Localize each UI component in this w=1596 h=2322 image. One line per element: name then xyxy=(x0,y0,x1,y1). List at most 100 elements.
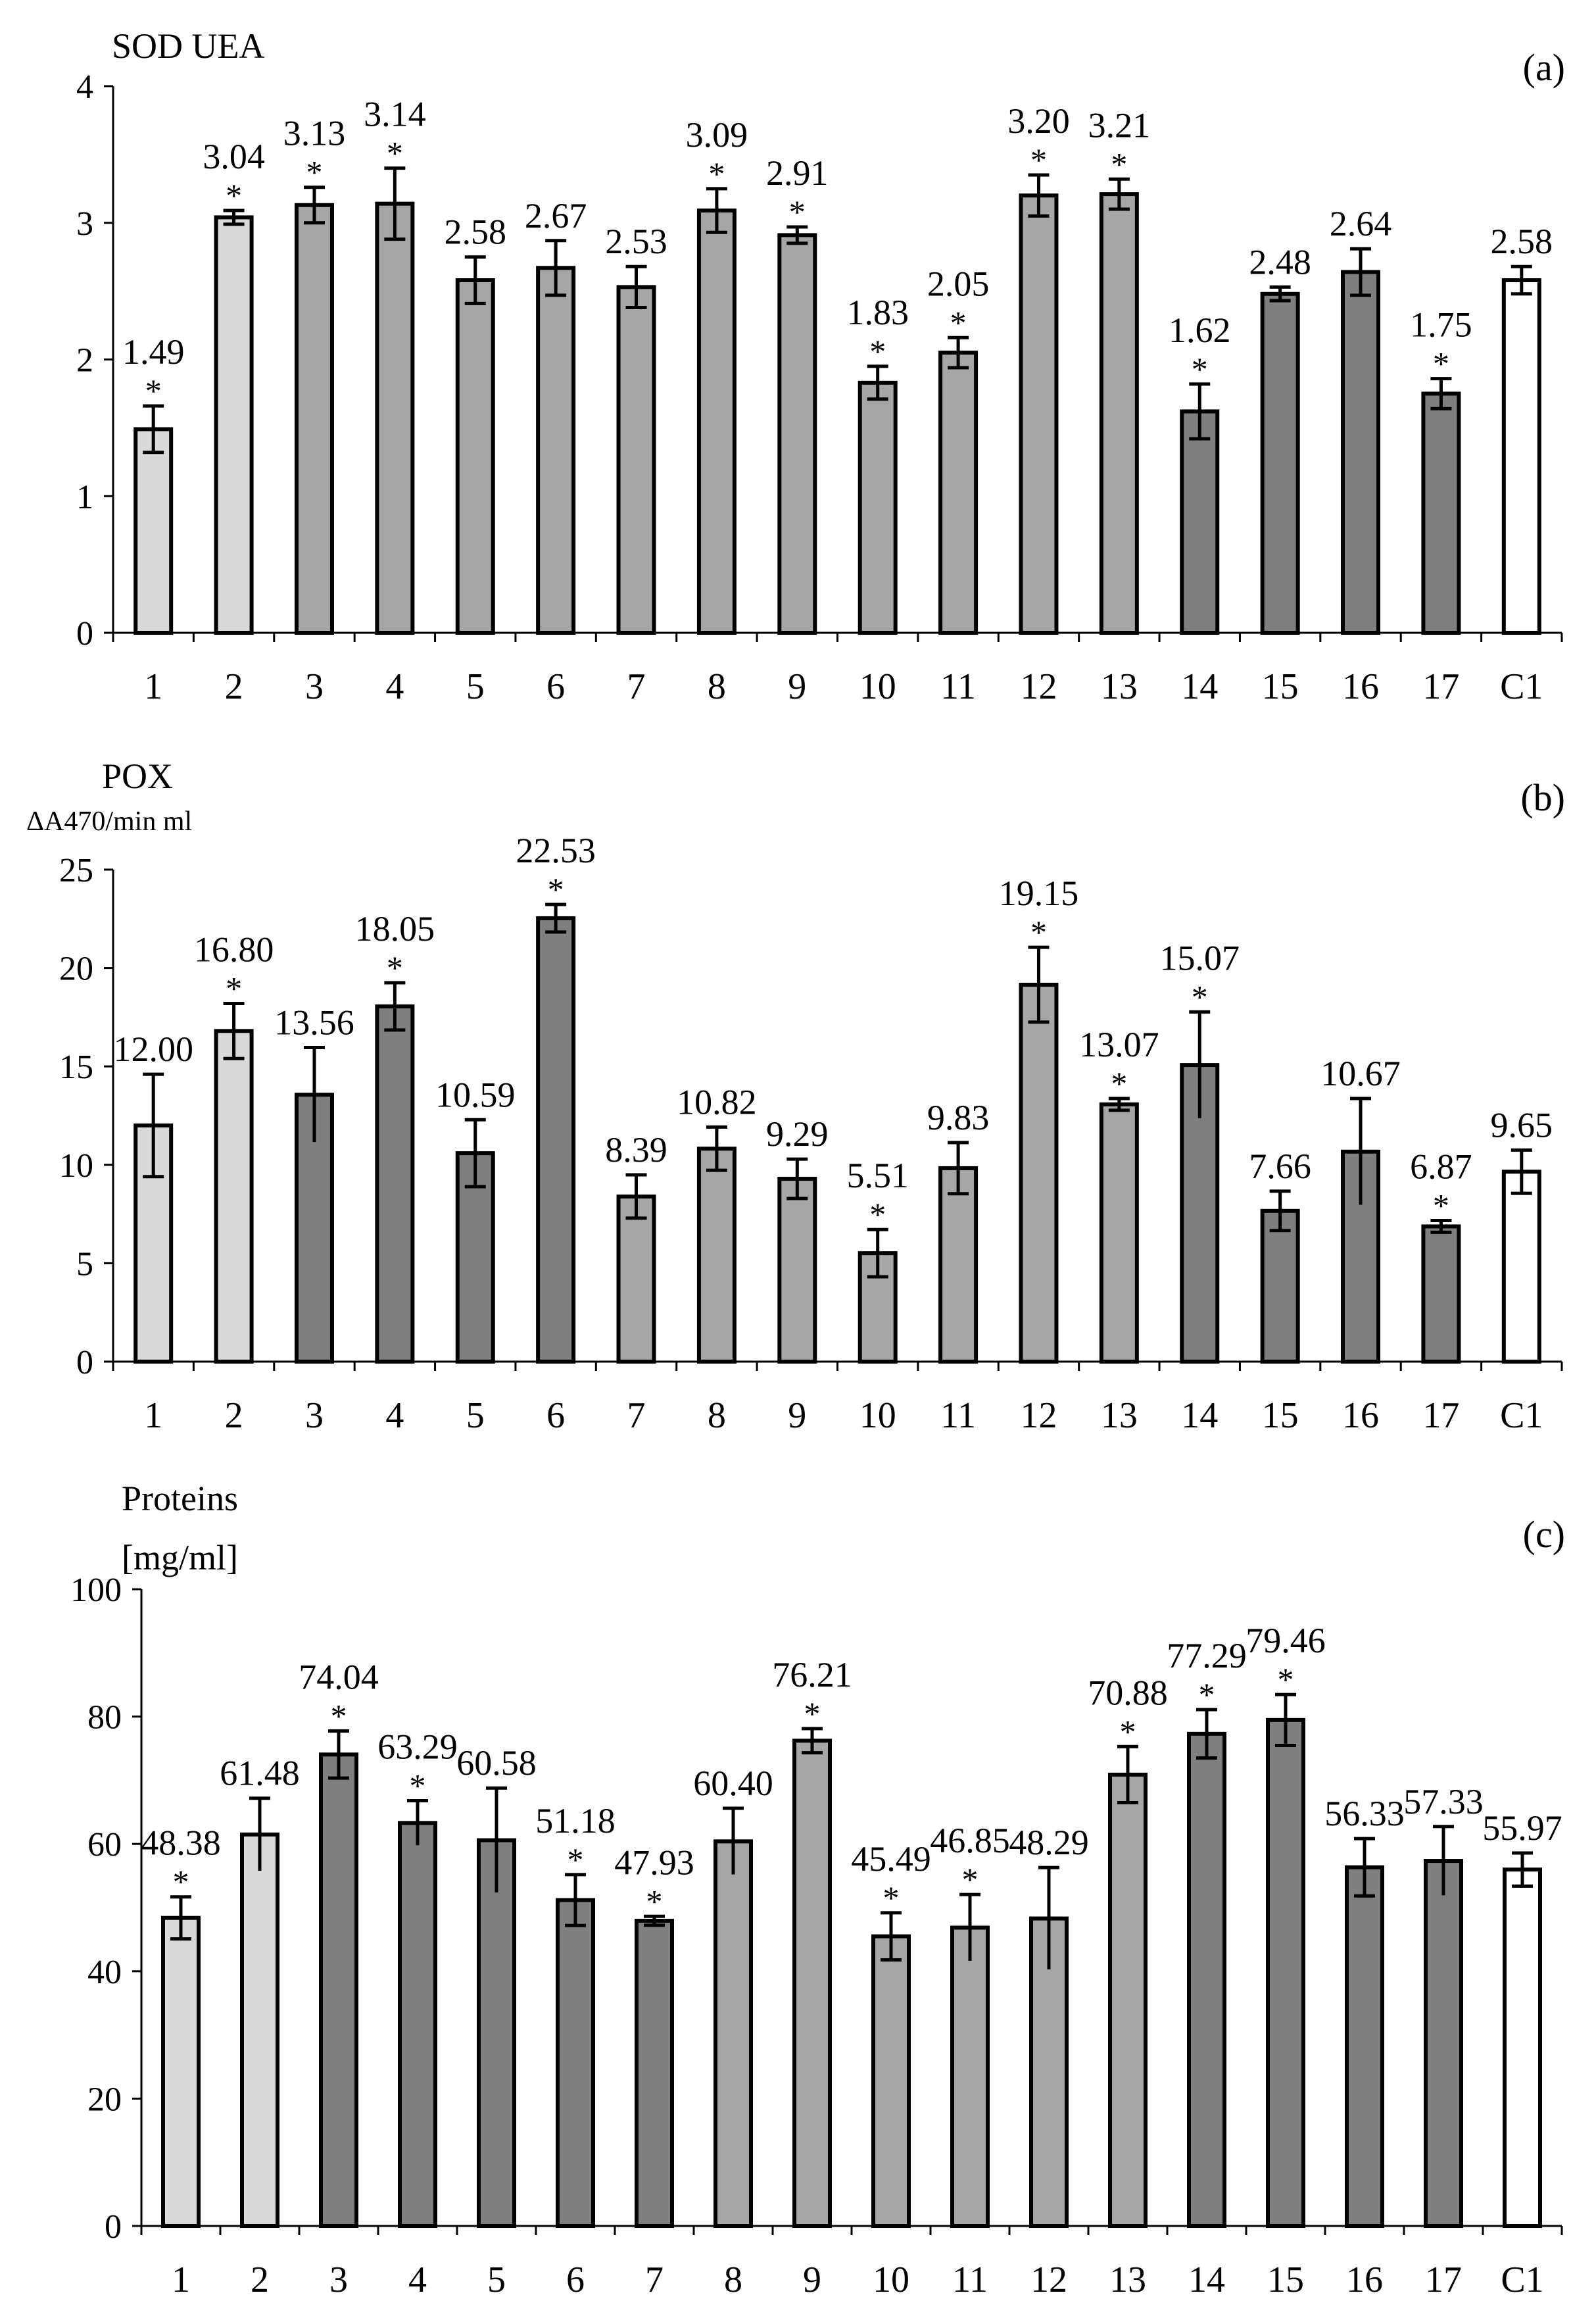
panel-a-bar-C1 xyxy=(1501,278,1541,635)
panel-c-significance-star-10: * xyxy=(883,1879,900,1916)
panel-c-category-label-3: 3 xyxy=(329,2260,348,2300)
panel-a-data-label-9: 2.91 xyxy=(766,153,829,193)
panel-a-category-label-10: 10 xyxy=(859,666,896,707)
panel-c-significance-star-14: * xyxy=(1199,1676,1215,1713)
panel-c-bar-2 xyxy=(240,1832,279,2228)
panel-c-data-label-2: 61.48 xyxy=(220,1754,300,1793)
panel-a-category-label-6: 6 xyxy=(546,666,565,707)
panel-a-category-label-9: 9 xyxy=(788,666,806,707)
panel-c-data-label-3: 74.04 xyxy=(299,1657,379,1696)
panel-b-data-label-1: 12.00 xyxy=(113,1029,193,1069)
panel-b-category-label-4: 4 xyxy=(385,1395,404,1436)
panel-c-unit: [mg/ml] xyxy=(122,1538,238,1577)
panel-a-bar-8 xyxy=(696,209,737,635)
panel-b-bar-9 xyxy=(777,1177,817,1364)
panel-b-data-label-2: 16.80 xyxy=(194,929,274,969)
panel-c-y-tick-label: 80 xyxy=(87,1699,122,1737)
panel-b-significance-star-13: * xyxy=(1111,1065,1127,1102)
panel-b-category-label-8: 8 xyxy=(708,1395,726,1436)
panel-a-category-label-5: 5 xyxy=(466,666,485,707)
panel-a-category-label-2: 2 xyxy=(225,666,243,707)
panel-b-data-label-3: 13.56 xyxy=(274,1002,354,1042)
panel-b-bar-15 xyxy=(1260,1208,1300,1364)
panel-c-bar-15 xyxy=(1266,1717,1305,2228)
panel-a-category-label-14: 14 xyxy=(1181,666,1218,707)
panel-a-bar-12 xyxy=(1019,193,1059,635)
panel-a-data-label-2: 3.04 xyxy=(203,137,265,176)
panel-c-bar-3 xyxy=(319,1752,358,2228)
panel-b-significance-star-17: * xyxy=(1433,1187,1449,1223)
panel-a-category-labels: 1 2 3 4 5 6 7 8 9 10 11 12 13 14 15 16 17 C1 xyxy=(144,666,1543,707)
panel-a-data-label-17: 1.75 xyxy=(1410,305,1472,345)
panel-c-bars: *48.3861.48*74.04*63.2960.58*51.18*47.93… xyxy=(141,1621,1562,2229)
panel-a-letter: (a) xyxy=(1523,46,1565,89)
panel-b-data-label-15: 7.66 xyxy=(1249,1147,1311,1186)
panel-c-significance-star-1: * xyxy=(173,1864,189,1900)
panel-c-category-label-5: 5 xyxy=(487,2260,506,2300)
panel-a-bar-9 xyxy=(777,233,817,635)
panel-c-axes xyxy=(132,1588,1563,2235)
panel-a-y-tick-label: 1 xyxy=(76,478,93,516)
panel-c-letter: (c) xyxy=(1523,1513,1565,1556)
panel-a-significance-star-17: * xyxy=(1433,345,1449,382)
panel-a-significance-star-1: * xyxy=(145,372,162,409)
panel-a-category-label-13: 13 xyxy=(1101,666,1138,707)
panel-c-data-label-15: 79.46 xyxy=(1245,1621,1326,1660)
panel-b-y-tick-label: 0 xyxy=(76,1344,93,1381)
panel-c-data-label-10: 45.49 xyxy=(851,1839,931,1879)
panel-a-bar-11 xyxy=(938,351,979,635)
panel-a-significance-star-10: * xyxy=(869,333,886,370)
panel-c-significance-star-15: * xyxy=(1278,1661,1294,1698)
panel-a-y-tick-label: 3 xyxy=(76,205,93,243)
panel-c-y-tick-label: 40 xyxy=(87,1954,122,1991)
panel-a-bar-14 xyxy=(1180,409,1220,635)
panel-a-bars: *1.49*3.04 *3.13 *3.142.58 2.672.53*3.09*2.… xyxy=(122,95,1553,635)
panel-c-bar-13 xyxy=(1108,1772,1148,2228)
panel-b-data-label-8: 10.82 xyxy=(677,1082,757,1122)
panel-b-significance-star-6: * xyxy=(548,871,564,908)
panel-a-significance-star-14: * xyxy=(1192,351,1208,387)
panel-c-category-label-13: 13 xyxy=(1109,2260,1146,2300)
panel-a-y-tick-labels: 0 1 2 3 4 xyxy=(76,68,93,653)
panel-c-category-label-C1: C1 xyxy=(1501,2260,1543,2300)
panel-c-significance-star-13: * xyxy=(1120,1713,1136,1750)
panel-b-data-label-16: 10.67 xyxy=(1320,1054,1401,1093)
panel-c-category-labels: 1 2 3 4 5 6 7 8 9 10 11 12 13 14 15 16 17 C1 xyxy=(172,2260,1544,2300)
panel-c-data-label-12: 48.29 xyxy=(1009,1823,1089,1862)
panel-b-category-label-16: 16 xyxy=(1342,1395,1379,1436)
panel-a-title: SOD UEA xyxy=(112,26,265,66)
panel-a-data-label-13: 3.21 xyxy=(1088,105,1151,145)
panel-a-bar-1 xyxy=(133,427,174,635)
panel-a-significance-star-9: * xyxy=(789,193,806,230)
panel-b-category-label-6: 6 xyxy=(546,1395,565,1436)
panel-b-data-label-C1: 9.65 xyxy=(1491,1105,1553,1145)
panel-c-data-label-4: 63.29 xyxy=(377,1727,458,1766)
panel-c-data-label-6: 51.18 xyxy=(535,1801,616,1840)
panel-b-significance-star-14: * xyxy=(1192,978,1208,1015)
panel-a-y-tick-label: 4 xyxy=(76,68,93,106)
panel-a-data-label-C1: 2.58 xyxy=(1491,222,1553,261)
panel-c-bar-10 xyxy=(871,1934,911,2228)
panel-b-category-label-5: 5 xyxy=(466,1395,485,1436)
panel-c-bar-6 xyxy=(556,1898,595,2229)
panel-c-bar-16 xyxy=(1345,1865,1384,2228)
panel-b-bars: 12.00*16.8013.56*18.0510.59*22.538.3910.… xyxy=(113,831,1553,1364)
panel-c-bar-4 xyxy=(398,1821,437,2228)
panel-a-category-label-17: 17 xyxy=(1422,666,1459,707)
panel-b-significance-star-4: * xyxy=(387,949,403,986)
panel-a-category-label-7: 7 xyxy=(627,666,646,707)
panel-c-bar-1 xyxy=(161,1915,201,2229)
panel-c-category-label-1: 1 xyxy=(172,2260,190,2300)
panel-b-category-label-14: 14 xyxy=(1181,1395,1218,1436)
panel-b-category-label-3: 3 xyxy=(305,1395,324,1436)
panel-c-bar-11 xyxy=(950,1925,990,2228)
panel-c-y-tick-label: 60 xyxy=(87,1826,122,1864)
panel-c-data-label-7: 47.93 xyxy=(614,1842,694,1882)
panel-a-bar-10 xyxy=(858,380,898,635)
panel-c-category-label-15: 15 xyxy=(1267,2260,1304,2300)
panel-c-y-tick-labels: 0 20 40 60 80 100 xyxy=(70,1571,122,2246)
panel-a-significance-star-2: * xyxy=(226,177,242,214)
panel-c-title: Proteins xyxy=(122,1479,238,1518)
panel-b-data-label-12: 19.15 xyxy=(999,874,1079,913)
panel-a-category-label-C1: C1 xyxy=(1500,666,1543,707)
